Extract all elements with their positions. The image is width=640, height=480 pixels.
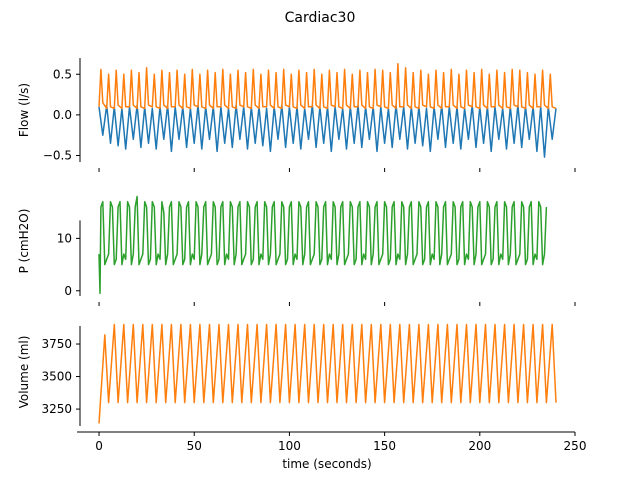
x-axis-label: time (seconds) bbox=[282, 457, 371, 471]
pressure-y-tick-label: 0 bbox=[64, 284, 72, 298]
x-tick-label: 150 bbox=[373, 439, 396, 453]
flow-panel: −0.5 0.0 0.5 Flow (l/s) bbox=[17, 58, 576, 172]
flow-y-tick-label: 0.0 bbox=[53, 108, 72, 122]
flow-series-line-1 bbox=[98, 62, 557, 110]
x-tick-label: 200 bbox=[468, 439, 491, 453]
volume-y-axis-label: Volume (ml) bbox=[17, 336, 31, 409]
volume-series-line-0 bbox=[98, 323, 557, 424]
x-tick-label: 50 bbox=[187, 439, 202, 453]
x-tick-label: 0 bbox=[95, 439, 103, 453]
x-tick-label: 250 bbox=[564, 439, 587, 453]
volume-panel: 3250 3500 3750 0 50 100 150 200 250 Volume (ml) bbox=[17, 323, 587, 453]
flow-y-axis-label: Flow (l/s) bbox=[17, 83, 31, 137]
flow-y-tick-label: 0.5 bbox=[53, 67, 72, 81]
pressure-series-line-0 bbox=[98, 195, 548, 295]
volume-y-tick-label: 3500 bbox=[41, 370, 72, 384]
chart-title: Cardiac30 bbox=[285, 10, 356, 26]
flow-series-line-0 bbox=[98, 104, 557, 158]
volume-y-tick-label: 3750 bbox=[41, 337, 72, 351]
x-tick-label: 100 bbox=[278, 439, 301, 453]
volume-y-tick-label: 3250 bbox=[41, 402, 72, 416]
pressure-y-tick-label: 10 bbox=[57, 231, 72, 245]
pressure-y-axis-label: P (cmH2O) bbox=[17, 209, 31, 274]
pressure-panel: 0 10 P (cmH2O) bbox=[17, 195, 576, 306]
flow-y-tick-label: −0.5 bbox=[43, 149, 72, 163]
